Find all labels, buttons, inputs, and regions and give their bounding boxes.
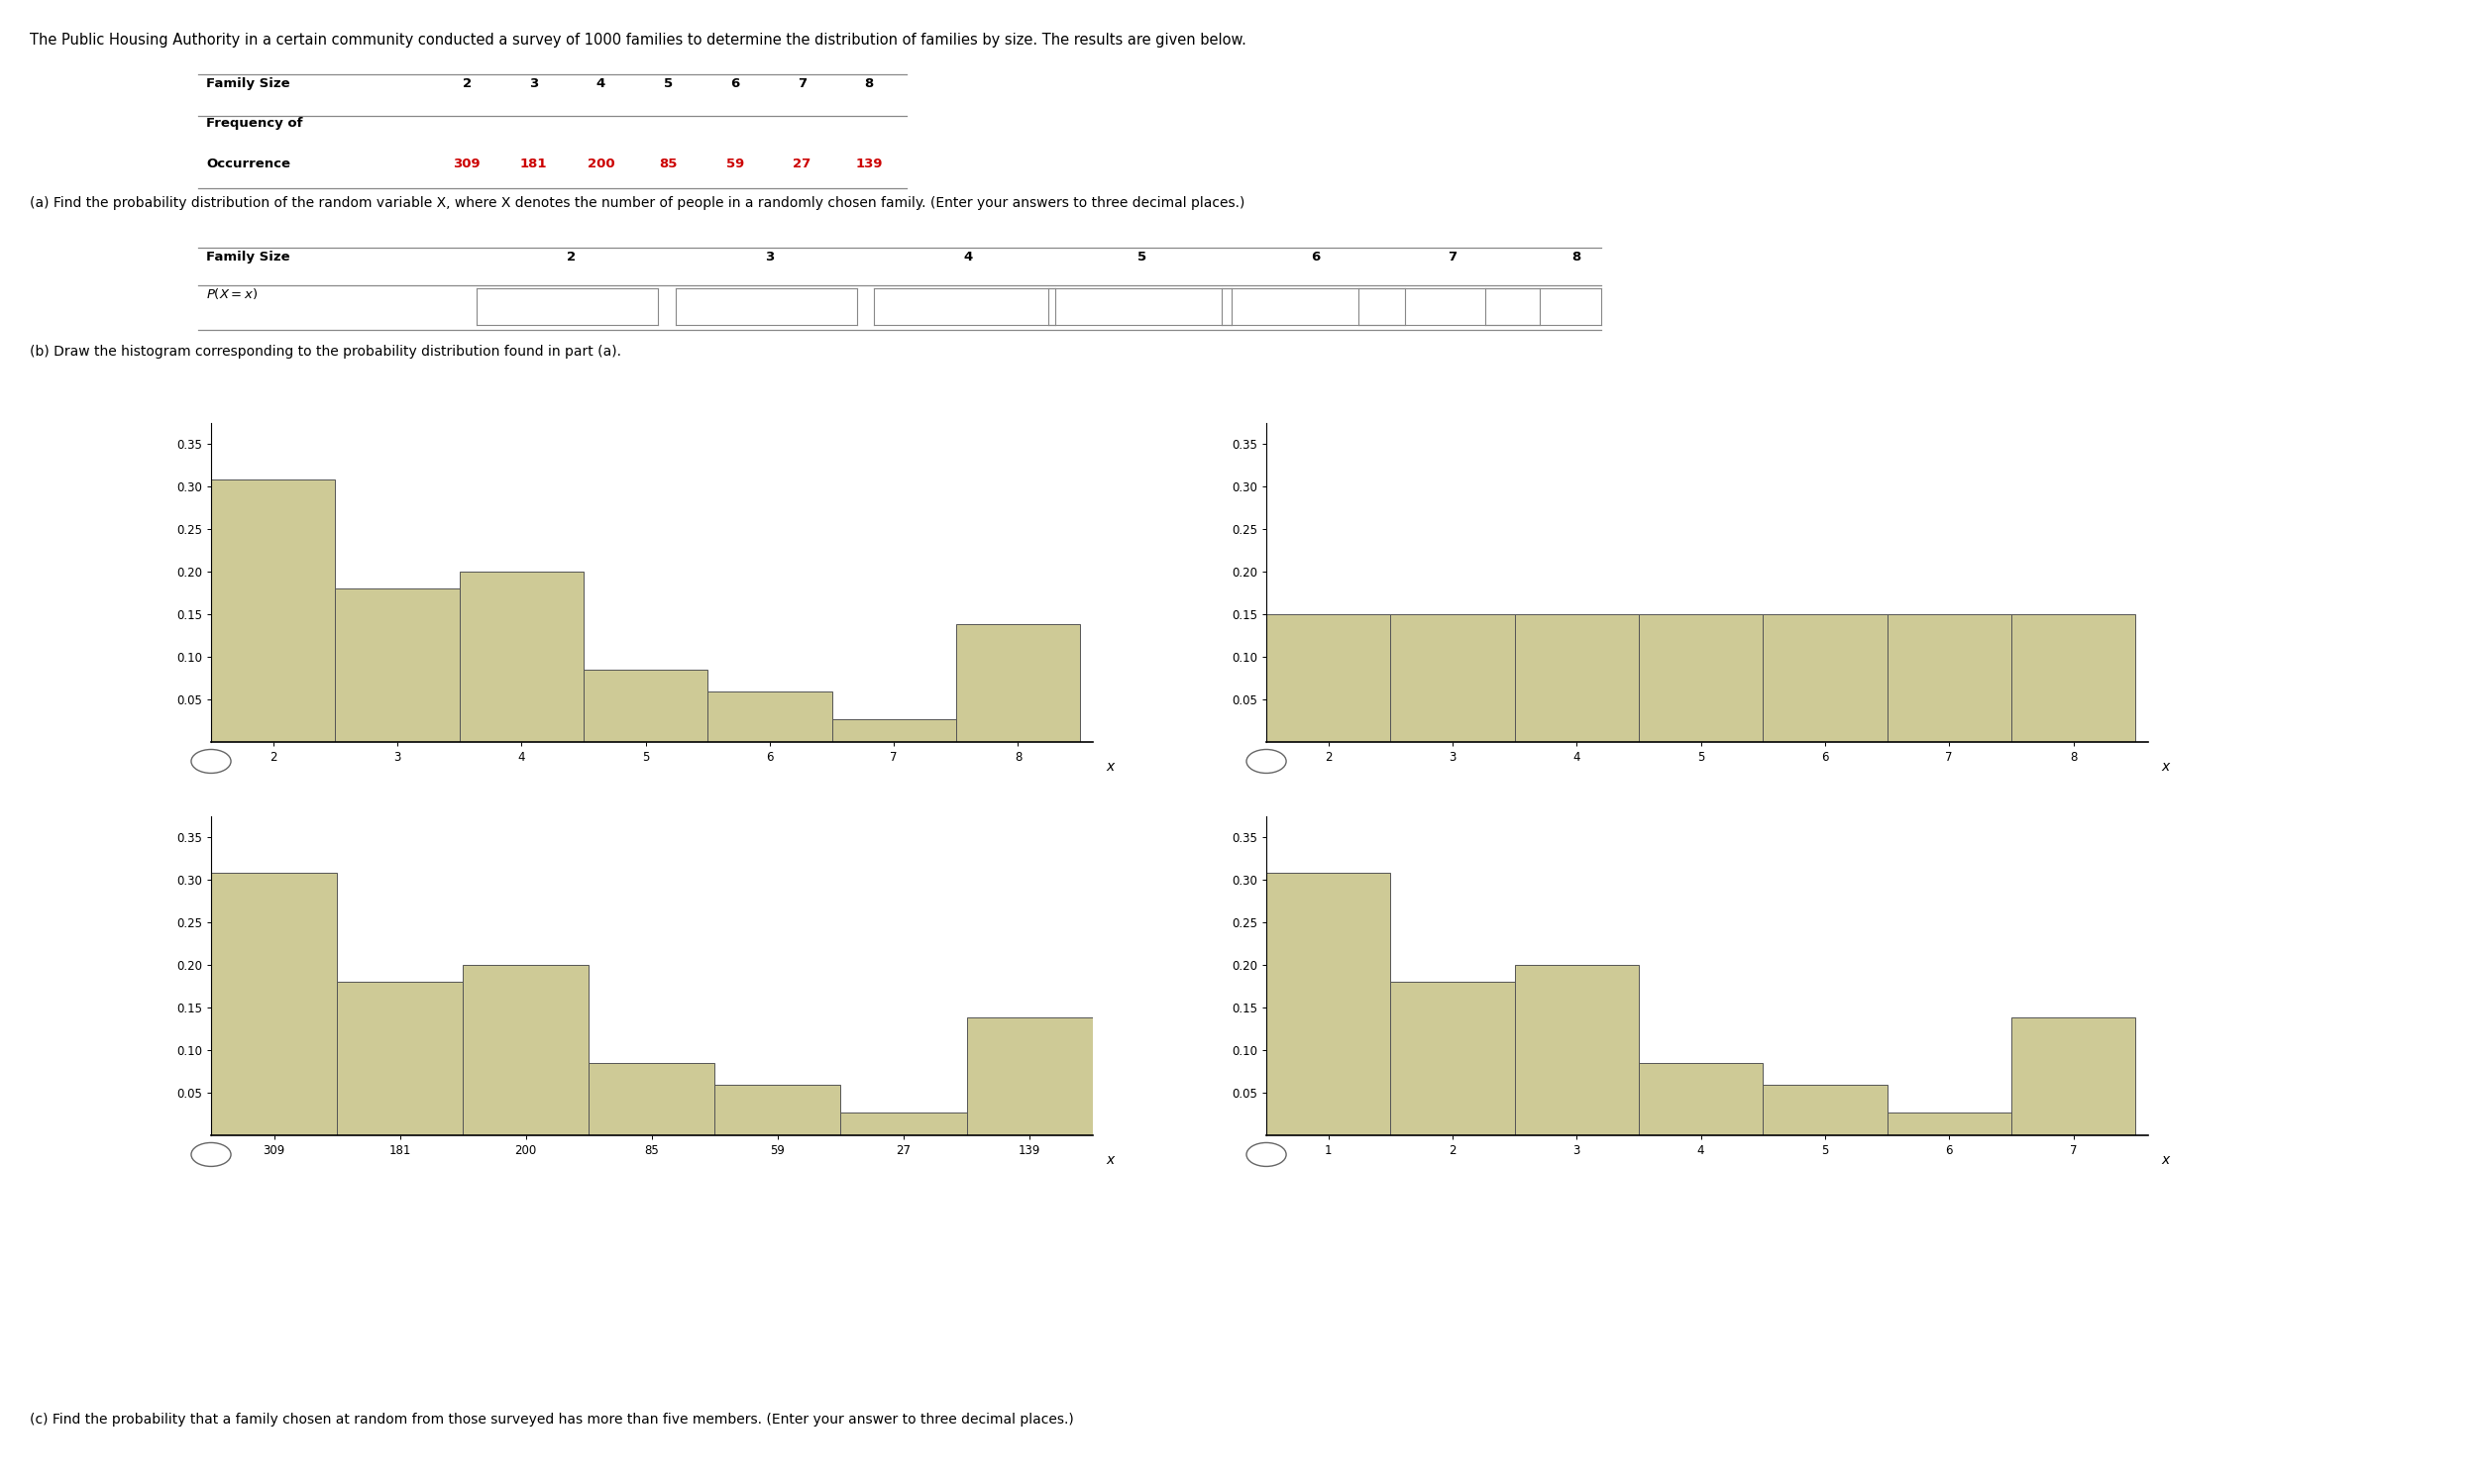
Bar: [832, 720, 956, 742]
Text: 3: 3: [529, 77, 539, 91]
Bar: [2011, 1017, 2135, 1135]
Text: x: x: [1105, 1153, 1115, 1166]
Text: Occurrence: Occurrence: [206, 157, 291, 171]
Bar: [584, 669, 708, 742]
Text: (b) Draw the histogram corresponding to the probability distribution found in pa: (b) Draw the histogram corresponding to …: [30, 344, 621, 358]
Text: 181: 181: [521, 157, 546, 171]
Bar: [1515, 614, 1639, 742]
Text: 2: 2: [462, 77, 472, 91]
Text: 7: 7: [1448, 251, 1458, 264]
Bar: [966, 1017, 1093, 1135]
Bar: [1266, 873, 1390, 1135]
Text: 6: 6: [730, 77, 740, 91]
Text: 59: 59: [725, 157, 745, 171]
Text: 139: 139: [857, 157, 881, 171]
Text: Family Size: Family Size: [206, 77, 291, 91]
Text: Frequency of: Frequency of: [206, 117, 303, 131]
Text: 200: 200: [586, 157, 616, 171]
Bar: [715, 1085, 842, 1135]
Text: x: x: [1105, 760, 1115, 773]
Bar: [459, 571, 584, 742]
Bar: [462, 965, 588, 1135]
Bar: [1390, 981, 1515, 1135]
Text: 5: 5: [663, 77, 673, 91]
Bar: [1390, 614, 1515, 742]
Bar: [2011, 614, 2135, 742]
Text: 8: 8: [864, 77, 874, 91]
Text: $P(X = x)$: $P(X = x)$: [206, 286, 258, 301]
Text: 4: 4: [963, 251, 973, 264]
Bar: [335, 588, 459, 742]
Text: 2: 2: [566, 251, 576, 264]
Bar: [842, 1113, 966, 1135]
Bar: [588, 1063, 715, 1135]
Bar: [1266, 614, 1390, 742]
Text: 4: 4: [596, 77, 606, 91]
Bar: [1515, 965, 1639, 1135]
Text: 27: 27: [792, 157, 812, 171]
Text: x: x: [2160, 760, 2170, 773]
Text: 5: 5: [1137, 251, 1147, 264]
Text: (a) Find the probability distribution of the random variable X, where X denotes : (a) Find the probability distribution of…: [30, 196, 1244, 209]
Text: 3: 3: [765, 251, 775, 264]
Bar: [211, 873, 338, 1135]
Text: The Public Housing Authority in a certain community conducted a survey of 1000 f: The Public Housing Authority in a certai…: [30, 33, 1246, 47]
Bar: [1639, 614, 1763, 742]
Bar: [708, 692, 832, 742]
Text: 8: 8: [1572, 251, 1582, 264]
Text: Family Size: Family Size: [206, 251, 291, 264]
Bar: [338, 981, 462, 1135]
Text: x: x: [2160, 1153, 2170, 1166]
Bar: [1763, 1085, 1887, 1135]
Bar: [1763, 614, 1887, 742]
Bar: [956, 623, 1080, 742]
Text: 7: 7: [797, 77, 807, 91]
Text: 309: 309: [452, 157, 482, 171]
Bar: [1639, 1063, 1763, 1135]
Bar: [1887, 1113, 2011, 1135]
Text: 85: 85: [658, 157, 678, 171]
Text: (c) Find the probability that a family chosen at random from those surveyed has : (c) Find the probability that a family c…: [30, 1413, 1073, 1426]
Bar: [211, 479, 335, 742]
Text: 6: 6: [1311, 251, 1321, 264]
Bar: [1887, 614, 2011, 742]
